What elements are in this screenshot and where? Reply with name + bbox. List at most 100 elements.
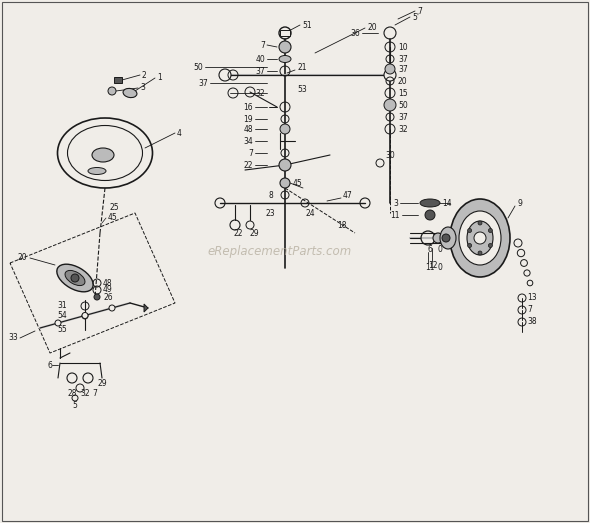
Circle shape bbox=[385, 64, 395, 74]
Text: 15: 15 bbox=[398, 88, 408, 97]
Ellipse shape bbox=[88, 167, 106, 175]
Text: 20: 20 bbox=[367, 24, 376, 32]
Text: 3: 3 bbox=[393, 199, 398, 208]
Text: 31: 31 bbox=[57, 301, 67, 311]
Text: 29: 29 bbox=[98, 379, 107, 388]
Text: 37: 37 bbox=[198, 78, 208, 87]
Ellipse shape bbox=[92, 148, 114, 162]
Text: 32: 32 bbox=[398, 124, 408, 133]
Text: 24: 24 bbox=[305, 209, 314, 218]
Text: 50: 50 bbox=[398, 100, 408, 109]
Text: 5': 5' bbox=[412, 13, 419, 21]
Text: 38: 38 bbox=[527, 317, 537, 326]
Text: 49: 49 bbox=[103, 286, 113, 294]
Text: 8: 8 bbox=[268, 190, 273, 199]
Text: 28: 28 bbox=[68, 389, 77, 397]
Ellipse shape bbox=[57, 264, 93, 292]
Text: 9: 9 bbox=[518, 199, 523, 208]
Text: 40: 40 bbox=[255, 54, 265, 63]
Circle shape bbox=[55, 320, 61, 326]
Text: 0: 0 bbox=[438, 264, 443, 272]
Circle shape bbox=[384, 69, 396, 81]
Text: 29: 29 bbox=[250, 229, 260, 237]
Circle shape bbox=[279, 159, 291, 171]
Text: 10: 10 bbox=[398, 42, 408, 51]
Ellipse shape bbox=[450, 199, 510, 277]
Text: 37: 37 bbox=[398, 54, 408, 63]
Text: 21: 21 bbox=[297, 63, 306, 72]
Text: 13: 13 bbox=[527, 293, 537, 302]
Circle shape bbox=[94, 294, 100, 300]
Circle shape bbox=[280, 178, 290, 188]
Text: 25: 25 bbox=[110, 203, 120, 212]
Circle shape bbox=[489, 244, 493, 247]
Text: 34: 34 bbox=[243, 137, 253, 145]
Circle shape bbox=[425, 210, 435, 220]
Circle shape bbox=[82, 313, 88, 319]
Ellipse shape bbox=[459, 211, 501, 265]
Ellipse shape bbox=[67, 126, 143, 180]
Bar bbox=[280, 30, 290, 36]
Text: 30: 30 bbox=[385, 151, 395, 160]
Text: 37: 37 bbox=[255, 66, 265, 75]
Bar bbox=[114, 77, 122, 83]
Circle shape bbox=[433, 233, 443, 243]
Text: 7: 7 bbox=[417, 6, 422, 16]
Text: 5: 5 bbox=[73, 401, 77, 410]
Circle shape bbox=[384, 99, 396, 111]
Circle shape bbox=[468, 229, 471, 233]
Ellipse shape bbox=[279, 55, 291, 63]
Text: 23: 23 bbox=[265, 209, 274, 218]
Text: 48: 48 bbox=[243, 124, 253, 133]
Ellipse shape bbox=[123, 88, 137, 98]
Circle shape bbox=[108, 87, 116, 95]
Text: 18: 18 bbox=[337, 221, 346, 230]
Text: 14: 14 bbox=[442, 199, 451, 208]
Circle shape bbox=[71, 274, 79, 282]
Text: 20: 20 bbox=[398, 76, 408, 85]
Ellipse shape bbox=[467, 221, 493, 255]
Text: 47: 47 bbox=[343, 190, 353, 199]
Text: 7: 7 bbox=[248, 149, 253, 157]
Text: 11: 11 bbox=[425, 264, 434, 272]
Circle shape bbox=[442, 234, 450, 242]
Text: 33: 33 bbox=[8, 334, 18, 343]
Text: 45: 45 bbox=[293, 178, 303, 188]
Circle shape bbox=[109, 305, 115, 311]
Text: 12: 12 bbox=[428, 262, 438, 270]
Text: 11: 11 bbox=[391, 210, 400, 220]
Ellipse shape bbox=[440, 227, 456, 249]
Circle shape bbox=[474, 232, 486, 244]
Circle shape bbox=[478, 221, 482, 225]
Text: 45: 45 bbox=[108, 213, 118, 222]
Circle shape bbox=[489, 229, 493, 233]
Text: 48: 48 bbox=[103, 279, 113, 288]
Text: 7: 7 bbox=[527, 305, 532, 314]
Ellipse shape bbox=[420, 199, 440, 207]
Polygon shape bbox=[144, 304, 148, 312]
Text: 7: 7 bbox=[92, 389, 97, 397]
Text: 36: 36 bbox=[350, 28, 360, 38]
Text: 4: 4 bbox=[177, 129, 182, 138]
Text: 22: 22 bbox=[244, 161, 253, 169]
Text: 53: 53 bbox=[297, 85, 307, 95]
Text: 6: 6 bbox=[428, 245, 432, 255]
Text: 3: 3 bbox=[140, 84, 145, 93]
Circle shape bbox=[478, 251, 482, 255]
Text: 16: 16 bbox=[243, 103, 253, 111]
Circle shape bbox=[468, 244, 471, 247]
Ellipse shape bbox=[65, 270, 85, 286]
Text: 50: 50 bbox=[194, 63, 203, 72]
Text: 2: 2 bbox=[142, 71, 147, 79]
Text: 6: 6 bbox=[47, 360, 52, 370]
Text: 1: 1 bbox=[157, 74, 162, 83]
Circle shape bbox=[82, 313, 88, 319]
Circle shape bbox=[279, 41, 291, 53]
Text: eReplacementParts.com: eReplacementParts.com bbox=[208, 244, 352, 257]
Text: 22: 22 bbox=[233, 229, 242, 237]
Text: 19: 19 bbox=[243, 115, 253, 123]
Text: 54: 54 bbox=[57, 312, 67, 321]
Circle shape bbox=[280, 124, 290, 134]
Text: 32: 32 bbox=[80, 389, 90, 397]
Text: 51: 51 bbox=[302, 20, 312, 29]
